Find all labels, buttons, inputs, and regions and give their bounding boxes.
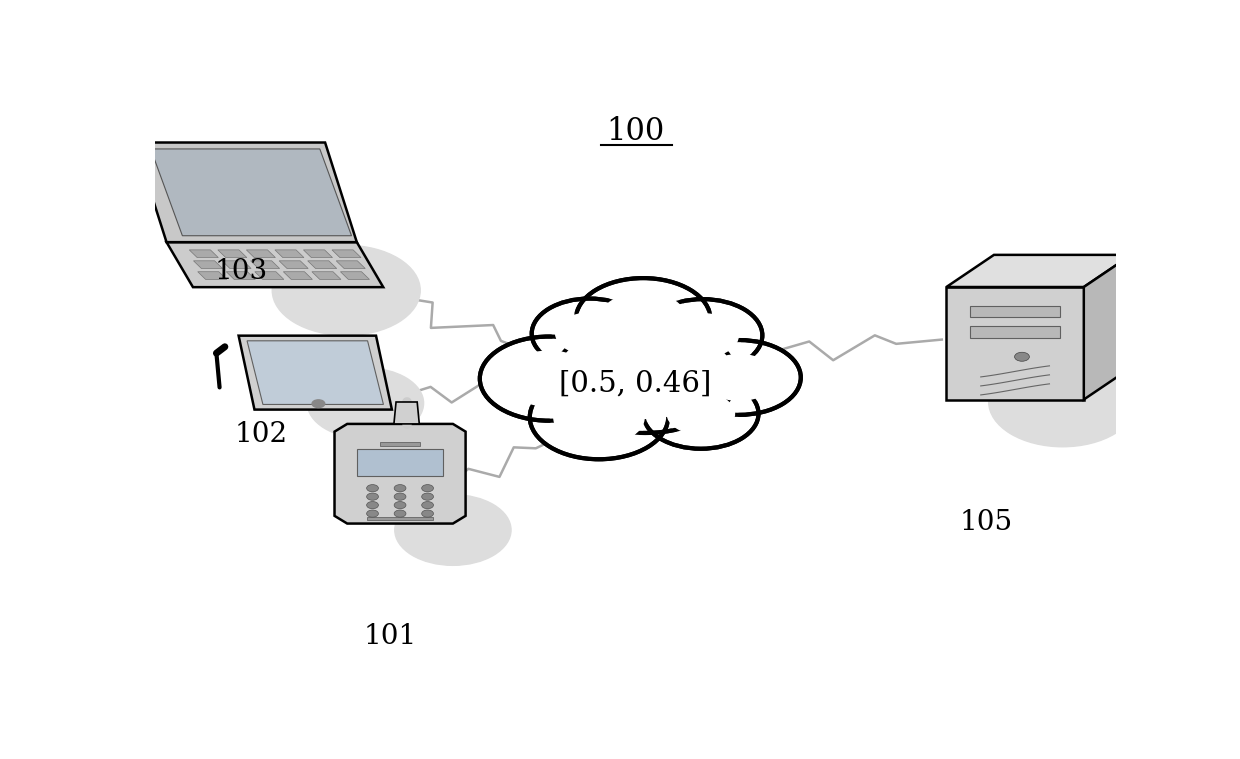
Polygon shape — [247, 250, 275, 257]
Circle shape — [501, 349, 598, 408]
Circle shape — [529, 375, 668, 459]
Polygon shape — [335, 424, 465, 524]
Circle shape — [551, 388, 647, 447]
Circle shape — [1014, 352, 1029, 361]
Polygon shape — [284, 272, 312, 279]
Circle shape — [552, 311, 626, 356]
Circle shape — [394, 510, 405, 517]
Circle shape — [422, 484, 434, 492]
Circle shape — [308, 368, 424, 439]
Circle shape — [578, 336, 712, 418]
Circle shape — [554, 322, 737, 433]
Polygon shape — [197, 272, 227, 279]
Circle shape — [394, 493, 405, 500]
Circle shape — [678, 340, 801, 415]
Polygon shape — [222, 261, 250, 269]
Polygon shape — [308, 261, 337, 269]
Text: 103: 103 — [215, 257, 268, 285]
Circle shape — [554, 389, 644, 445]
Circle shape — [663, 312, 742, 359]
Circle shape — [663, 391, 738, 436]
Polygon shape — [1084, 255, 1131, 399]
Polygon shape — [275, 250, 304, 257]
Circle shape — [702, 354, 776, 400]
Circle shape — [574, 335, 715, 420]
Polygon shape — [151, 149, 351, 236]
Polygon shape — [226, 272, 255, 279]
Circle shape — [394, 502, 405, 509]
Polygon shape — [218, 250, 247, 257]
Polygon shape — [971, 326, 1060, 338]
Text: 102: 102 — [234, 421, 288, 449]
Circle shape — [422, 510, 434, 517]
Polygon shape — [381, 442, 419, 446]
Polygon shape — [190, 250, 218, 257]
Polygon shape — [946, 255, 1131, 287]
Polygon shape — [238, 335, 392, 410]
Circle shape — [503, 351, 594, 406]
Polygon shape — [254, 272, 284, 279]
Circle shape — [312, 400, 325, 408]
Text: [0.5, 0.46]: [0.5, 0.46] — [559, 370, 712, 397]
Polygon shape — [166, 242, 383, 287]
Circle shape — [600, 293, 687, 345]
Polygon shape — [971, 306, 1060, 317]
Circle shape — [367, 484, 378, 492]
Polygon shape — [341, 272, 370, 279]
Polygon shape — [304, 250, 332, 257]
Polygon shape — [336, 261, 366, 269]
Circle shape — [667, 393, 734, 434]
Polygon shape — [332, 250, 361, 257]
Polygon shape — [135, 143, 357, 242]
Circle shape — [596, 291, 689, 348]
Circle shape — [394, 495, 511, 565]
Circle shape — [273, 245, 420, 335]
Circle shape — [556, 313, 622, 354]
Polygon shape — [367, 517, 433, 520]
Polygon shape — [279, 261, 309, 269]
Circle shape — [367, 493, 378, 500]
Polygon shape — [250, 261, 280, 269]
Circle shape — [698, 353, 780, 402]
Text: 100: 100 — [606, 116, 665, 147]
Circle shape — [422, 493, 434, 500]
Circle shape — [988, 357, 1137, 447]
Circle shape — [644, 299, 763, 372]
Polygon shape — [357, 449, 443, 476]
Polygon shape — [247, 341, 383, 405]
Text: 105: 105 — [960, 509, 1013, 536]
Polygon shape — [394, 402, 419, 424]
Polygon shape — [193, 261, 222, 269]
Polygon shape — [312, 272, 341, 279]
Circle shape — [367, 510, 378, 517]
Circle shape — [532, 298, 647, 369]
Circle shape — [644, 379, 759, 449]
Circle shape — [367, 502, 378, 509]
Circle shape — [422, 502, 434, 509]
Polygon shape — [946, 287, 1084, 399]
Text: 101: 101 — [363, 623, 417, 650]
Circle shape — [394, 484, 405, 492]
Circle shape — [575, 278, 711, 360]
Circle shape — [480, 336, 619, 420]
Circle shape — [667, 313, 738, 357]
